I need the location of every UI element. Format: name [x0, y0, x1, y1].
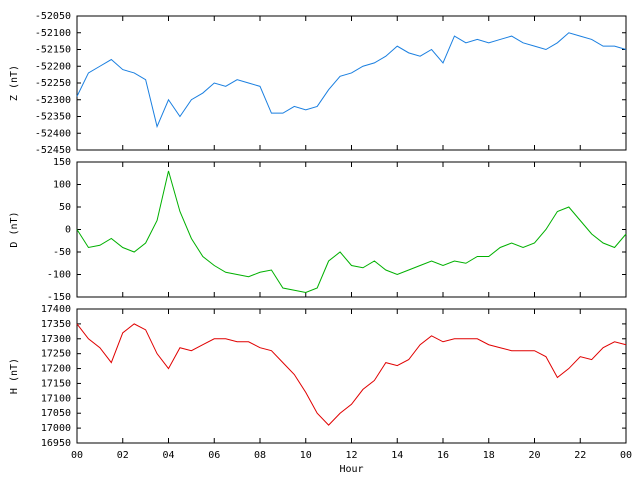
x-tick-label: 14: [391, 450, 403, 461]
x-tick-label: 22: [574, 450, 586, 461]
y-tick-label: -52300: [35, 95, 71, 106]
y-tick-label: -52050: [35, 11, 71, 22]
x-tick-label: 12: [345, 450, 357, 461]
y-tick-label: 17350: [41, 319, 71, 330]
x-tick-label: 08: [254, 450, 266, 461]
y-tick-label: 17300: [41, 334, 71, 345]
y-tick-label: 17100: [41, 393, 71, 404]
y-tick-label: 17000: [41, 423, 71, 434]
data-line: [76, 323, 627, 426]
y-axis-label: H (nT): [9, 358, 20, 394]
y-tick-label: 50: [59, 202, 71, 213]
data-line: [76, 170, 627, 294]
y-tick-label: -52400: [35, 128, 71, 139]
x-tick-label: 04: [162, 450, 174, 461]
x-tick-label: 18: [483, 450, 495, 461]
y-tick-label: -50: [53, 247, 71, 258]
y-tick-label: 17150: [41, 378, 71, 389]
x-axis-label: Hour: [339, 464, 363, 475]
y-tick-label: -52250: [35, 78, 71, 89]
y-axis-label: D (nT): [9, 211, 20, 247]
x-tick-label: 02: [117, 450, 129, 461]
x-tick-label: 00: [71, 450, 83, 461]
y-tick-label: -52450: [35, 145, 71, 156]
x-tick-label: 10: [300, 450, 312, 461]
x-tick-label: 20: [528, 450, 540, 461]
y-tick-label: 100: [53, 180, 71, 191]
y-tick-label: 16950: [41, 438, 71, 449]
y-tick-label: 0: [65, 225, 71, 236]
y-tick-label: 17400: [41, 304, 71, 315]
y-tick-label: -52100: [35, 28, 71, 39]
y-tick-label: -52150: [35, 45, 71, 56]
x-tick-label: 16: [437, 450, 449, 461]
plot-frame: [76, 15, 627, 151]
y-tick-label: 17200: [41, 364, 71, 375]
x-tick-label: 06: [208, 450, 220, 461]
plot-frame: [76, 161, 627, 298]
y-axis-label: Z (nT): [9, 65, 20, 101]
y-tick-label: 17250: [41, 349, 71, 360]
x-tick-label: 00: [620, 450, 632, 461]
y-tick-label: -150: [47, 292, 71, 303]
data-line: [76, 32, 627, 129]
y-tick-label: 150: [53, 157, 71, 168]
y-tick-label: 17050: [41, 408, 71, 419]
plot-frame: [76, 308, 627, 444]
y-tick-label: -52200: [35, 61, 71, 72]
y-tick-label: -100: [47, 270, 71, 281]
y-tick-label: -52350: [35, 112, 71, 123]
